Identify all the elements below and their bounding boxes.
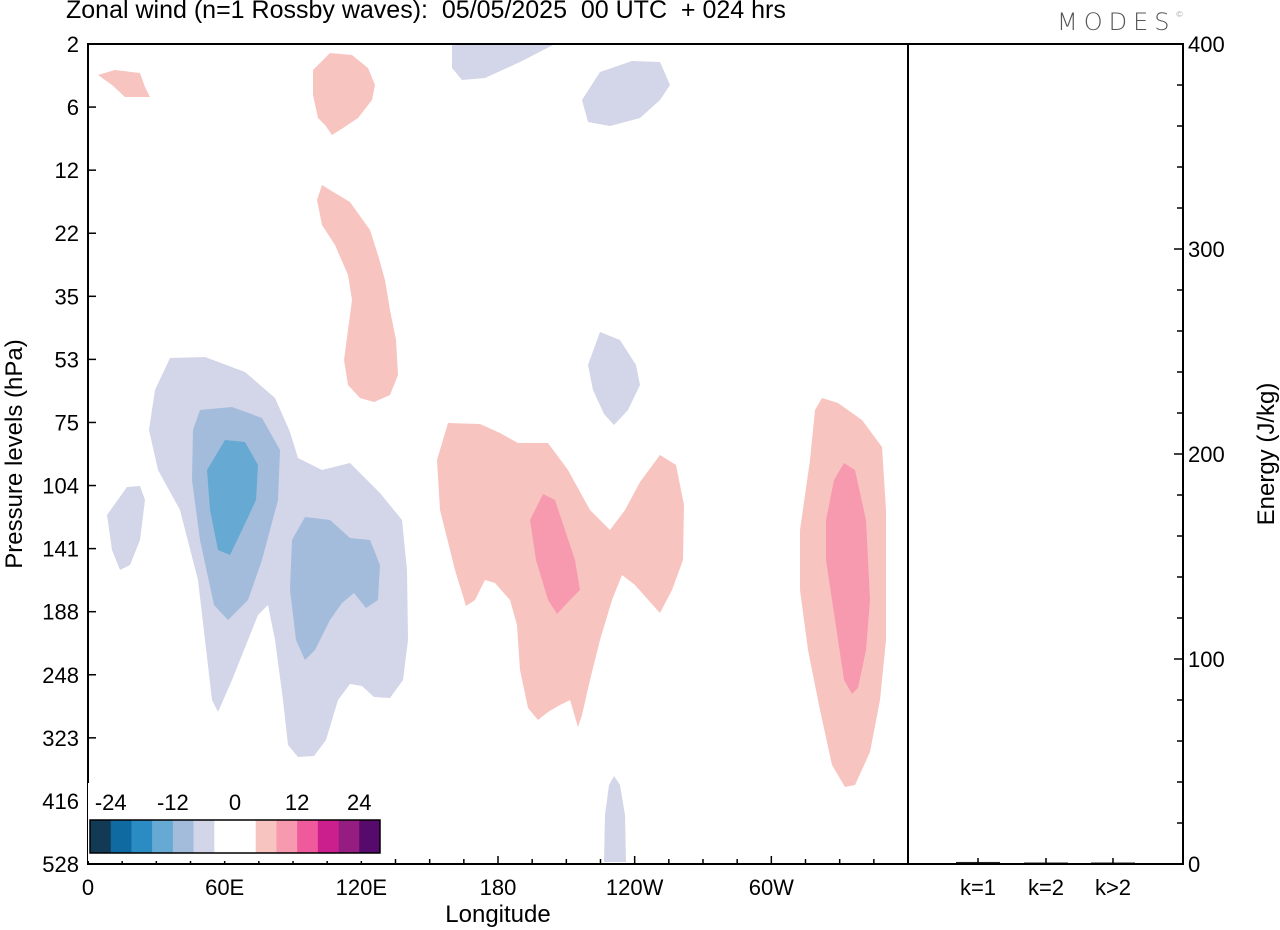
- y-tick-label: 22: [55, 221, 79, 246]
- colorbar-swatch: [90, 820, 112, 853]
- energy-tick-label: 200: [1188, 442, 1225, 467]
- colorbar-tick-label: 0: [229, 790, 241, 815]
- colorbar-swatch: [338, 820, 360, 853]
- x-axis-label: Longitude: [445, 901, 550, 928]
- y-tick-label: 104: [42, 474, 79, 499]
- contour-negative-level1-bottom: [604, 776, 626, 862]
- copyright-mark: ©: [1175, 10, 1184, 19]
- modes-logo: MODES©: [1057, 8, 1183, 36]
- y-tick-label: 12: [55, 158, 79, 183]
- x-tick-label: 0: [82, 875, 94, 900]
- colorbar-swatch: [276, 820, 298, 853]
- y-tick-label: 2: [67, 32, 79, 57]
- x-tick-label: 120W: [606, 875, 664, 900]
- energy-tick-label: 0: [1188, 852, 1200, 877]
- colorbar-swatch: [110, 820, 132, 853]
- contour-positive-level1-top-left: [98, 70, 150, 97]
- y-tick-label: 248: [42, 663, 79, 688]
- contour-negative-level3-main: [207, 440, 258, 555]
- y-tick-label: 75: [55, 410, 79, 435]
- y-tick-label: 528: [42, 852, 79, 877]
- x-tick-label: 60W: [749, 875, 794, 900]
- colorbar-swatch: [131, 820, 153, 853]
- chart-title: Zonal wind (n=1 Rossby waves): 05/05/202…: [66, 0, 786, 24]
- colorbar-swatch: [152, 820, 174, 853]
- energy-tick-label: 100: [1188, 647, 1225, 672]
- colorbar-swatch: [255, 820, 277, 853]
- axes-group: 0 60E 120E 180 120W 60W Longitude 2 6 12 22 35 53 75 1…: [1, 32, 1280, 928]
- contour-positive-level1-column: [317, 185, 398, 402]
- colorbar-swatch: [193, 820, 215, 853]
- colorbar-frame: [89, 819, 381, 854]
- y-tick-label: 6: [67, 95, 79, 120]
- contour-negative-level1-top-b: [582, 61, 670, 126]
- x-tick-label: 60E: [205, 875, 244, 900]
- y-tick-label: 323: [42, 726, 79, 751]
- y-tick-label: 141: [42, 537, 79, 562]
- y-tick-label: 188: [42, 600, 79, 625]
- contour-negative-level1-upper: [588, 332, 640, 425]
- x-tick-label: 180: [480, 875, 517, 900]
- colorbar-swatch: [214, 820, 236, 853]
- colorbar-tick-label: 12: [285, 790, 309, 815]
- colorbar-tick-label: 24: [347, 790, 371, 815]
- colorbar-swatch: [235, 820, 257, 853]
- x-tick-label: 120E: [336, 875, 387, 900]
- logo-text: MODES: [1057, 8, 1176, 36]
- colorbar-swatch: [317, 820, 339, 853]
- colorbar-tick-label: -12: [157, 790, 189, 815]
- y-tick-label: 416: [42, 789, 79, 814]
- contour-negative-level1-small-left: [107, 486, 145, 570]
- contour-negative-level2-second: [290, 517, 380, 660]
- contour-field: [98, 44, 886, 862]
- contour-positive-level2-center: [530, 494, 580, 614]
- category-label: k=1: [960, 875, 996, 900]
- colorbar-swatch: [359, 820, 381, 853]
- contour-negative-level1-top-a: [452, 44, 555, 80]
- category-label: k=2: [1028, 875, 1064, 900]
- contour-positive-level2-right: [826, 463, 870, 694]
- y-tick-label: 53: [55, 347, 79, 372]
- category-label: k>2: [1095, 875, 1131, 900]
- plot-frame: [87, 43, 1184, 865]
- colorbar-swatch: [297, 820, 319, 853]
- contour-positive-level1-top: [313, 53, 375, 135]
- colorbar: -24 -12 0 12 24: [88, 783, 384, 861]
- colorbar-tick-label: -24: [95, 790, 127, 815]
- energy-axis-label: Energy (J/kg): [1253, 383, 1280, 526]
- y-tick-label: 35: [55, 284, 79, 309]
- colorbar-swatch: [172, 820, 194, 853]
- energy-tick-label: 400: [1188, 32, 1225, 57]
- energy-tick-label: 300: [1188, 237, 1225, 262]
- y-axis-label: Pressure levels (hPa): [1, 339, 28, 568]
